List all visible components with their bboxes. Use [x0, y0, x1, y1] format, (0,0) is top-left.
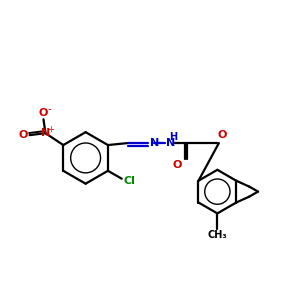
Text: Cl: Cl: [124, 176, 136, 186]
Text: O: O: [19, 130, 28, 140]
Text: N: N: [149, 138, 159, 148]
Text: O: O: [172, 160, 182, 170]
Text: O: O: [39, 108, 48, 118]
Text: H: H: [169, 132, 177, 142]
Text: N: N: [41, 128, 50, 138]
Text: N: N: [167, 138, 176, 148]
Text: CH₃: CH₃: [208, 230, 227, 240]
Text: +: +: [47, 125, 54, 134]
Text: O: O: [217, 130, 226, 140]
Text: -: -: [48, 104, 51, 114]
